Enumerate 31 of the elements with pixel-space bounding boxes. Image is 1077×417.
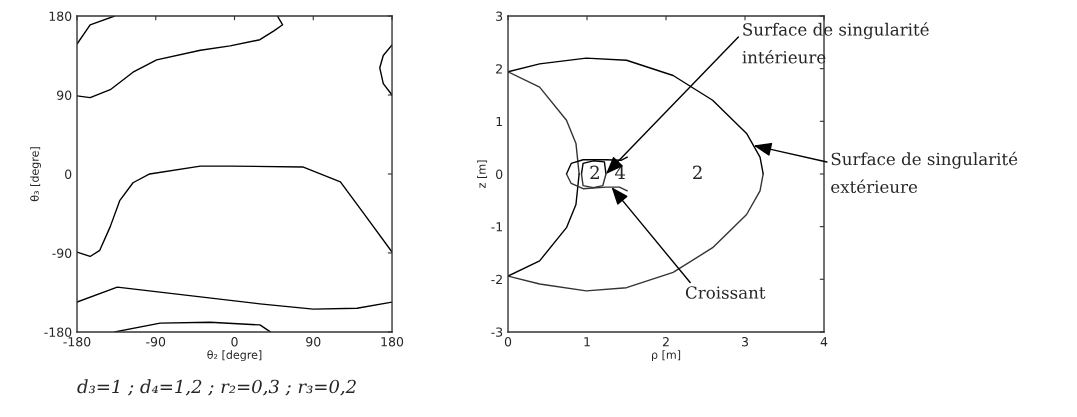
x-tick-label: 0 [231,337,238,347]
annotation: Croissant [685,286,766,299]
y-axis-title: θ₃ [degre] [30,147,41,202]
text: d₃=1 ; d₄=1,2 ; r₂=0,3 ; r₃=0,2 [77,379,356,396]
x-axis-title: θ₂ [degre] [207,350,262,362]
annotation: 2 [693,165,702,179]
y-tick-label: 0 [65,169,72,179]
x-tick-label: 1 [584,337,590,347]
x-tick-label: 3 [741,337,748,347]
y-tick-label: -180 [44,327,72,337]
y-tick-label: -2 [491,274,502,285]
y-tick-label: 1 [496,116,503,127]
annotation: Surface de singularité extérieure [831,151,1018,194]
y-tick-label: -3 [491,327,503,337]
x-axis-title: ρ [m] [651,350,681,362]
y-tick-label: -90 [52,248,72,258]
y-tick-label: 3 [496,11,503,21]
x-tick-label: 0 [504,337,512,347]
annotation: 4 [615,165,626,179]
y-tick-label: 90 [57,90,72,100]
annotation: 2 [590,165,599,179]
x-tick-label: 180 [381,337,404,347]
y-tick-label: 180 [49,11,72,21]
y-tick-label: -1 [491,222,503,232]
x-tick-label: 4 [820,337,828,347]
y-axis-title: z [m] [477,160,488,188]
x-tick-label: 90 [306,337,321,347]
x-tick-label: 2 [662,337,669,347]
y-tick-label: 2 [496,64,502,74]
y-tick-label: 0 [496,169,503,179]
x-tick-label: -90 [146,337,166,347]
